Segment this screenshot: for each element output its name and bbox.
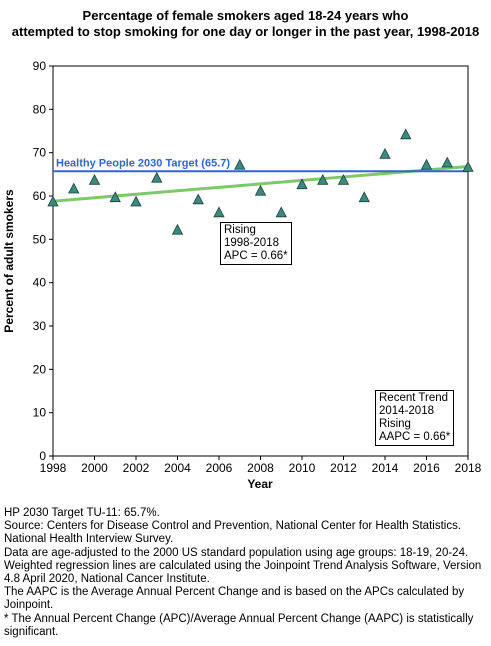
target-label: Healthy People 2030 Target (65.7) [56, 157, 230, 169]
data-point [400, 128, 412, 140]
y-tick-label: 50 [33, 232, 47, 246]
annotation-line: Rising [379, 418, 411, 430]
annotation-line: 1998-2018 [224, 237, 279, 249]
footnote: HP 2030 Target TU-11: 65.7%. [4, 507, 160, 519]
data-point [441, 156, 453, 168]
annotation-line: Rising [224, 224, 256, 236]
chart-title-line-1: Percentage of female smokers aged 18-24 … [82, 8, 409, 23]
data-point [130, 195, 142, 207]
data-point [337, 173, 350, 185]
data-point [47, 195, 59, 207]
y-tick-label: 30 [33, 319, 47, 333]
footnote: Data are age-adjusted to the 2000 US sta… [4, 546, 469, 559]
footnote: The AAPC is the Average Annual Percent C… [4, 586, 465, 612]
y-tick-label: 40 [33, 276, 47, 290]
data-point [213, 206, 225, 218]
data-point [420, 158, 433, 170]
x-tick-label: 2018 [455, 461, 482, 475]
x-tick-label: 2012 [330, 461, 357, 475]
chart-title: Percentage of female smokers aged 18-24 … [0, 8, 491, 40]
x-tick-label: 2000 [81, 461, 108, 475]
regression-line-group [52, 165, 469, 203]
chart-title-line-2: attempted to stop smoking for one day or… [11, 24, 480, 39]
y-axis-ticks: 0 10 20 30 40 50 60 70 80 90 [33, 59, 53, 463]
y-axis-label: Percent of adult smokers [2, 189, 16, 333]
x-tick-label: 2006 [206, 461, 233, 475]
x-tick-label: 2008 [247, 461, 274, 475]
x-tick-label: 2004 [164, 461, 191, 475]
data-point [275, 206, 287, 218]
y-tick-label: 0 [39, 449, 46, 463]
x-tick-label: 1998 [40, 461, 67, 475]
annotation-line: Recent Trend [379, 392, 449, 404]
regression-line [52, 165, 469, 203]
annotation-line: APC = 0.66* [224, 250, 288, 262]
footnote: Weighted regression lines are calculated… [4, 559, 482, 586]
data-point [192, 193, 204, 205]
data-point [358, 191, 370, 203]
target-line-group: Healthy People 2030 Target (65.7) [53, 157, 468, 173]
data-point [88, 173, 101, 185]
data-points [47, 128, 474, 235]
data-point [234, 158, 246, 170]
x-tick-label: 2014 [372, 461, 399, 475]
annotation-full-period: Rising 1998-2018 APC = 0.66* [220, 222, 292, 265]
y-tick-label: 90 [33, 59, 47, 73]
data-point [151, 171, 163, 183]
annotation-line: 2014-2018 [379, 405, 434, 417]
data-point [317, 173, 329, 185]
data-point [109, 191, 121, 203]
y-tick-label: 60 [33, 189, 47, 203]
footnotes: HP 2030 Target TU-11: 65.7%. Source: Cen… [4, 507, 489, 639]
data-point [254, 184, 267, 196]
x-tick-label: 2010 [289, 461, 316, 475]
footnote: * The Annual Percent Change (APC)/Averag… [4, 612, 474, 638]
y-tick-label: 80 [33, 102, 47, 116]
y-tick-label: 10 [33, 406, 47, 420]
x-tick-label: 2002 [123, 461, 150, 475]
annotation-recent-trend: Recent Trend 2014-2018 Rising AAPC = 0.6… [375, 390, 455, 446]
x-axis-ticks: 1998 2000 2002 2004 2006 2008 2010 2012 2014 2016… [40, 456, 482, 475]
x-tick-label: 2016 [413, 461, 440, 475]
annotation-line: AAPC = 0.66* [379, 431, 451, 443]
data-point [68, 182, 80, 194]
y-tick-label: 20 [33, 362, 47, 376]
data-point [296, 178, 308, 190]
x-axis-label: Year [247, 477, 273, 491]
data-point [171, 223, 184, 235]
data-point [462, 160, 474, 172]
footnote: Source: Centers for Disease Control and … [4, 520, 462, 546]
y-tick-label: 70 [33, 146, 47, 160]
data-point [379, 147, 391, 159]
